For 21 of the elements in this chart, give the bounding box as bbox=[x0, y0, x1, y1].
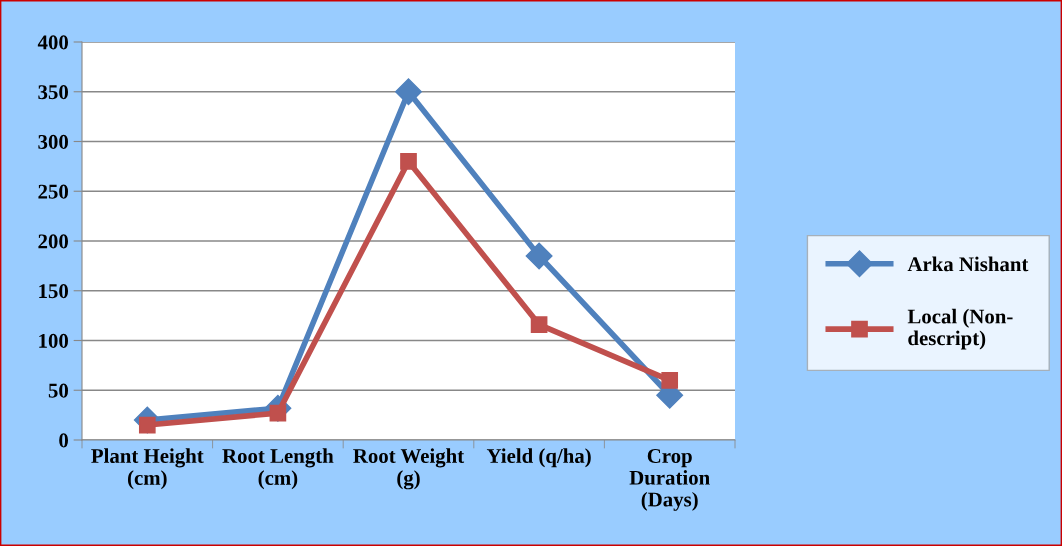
y-tick-label: 150 bbox=[39, 284, 69, 299]
point bbox=[661, 371, 679, 389]
y-tick-label: 50 bbox=[48, 383, 69, 398]
x-tick-label: Root Weight (g) bbox=[353, 448, 465, 490]
point bbox=[530, 316, 548, 333]
y-tick-label: 250 bbox=[38, 184, 69, 199]
x-tick-label: Root Length (cm) bbox=[222, 448, 334, 490]
y-tick-label: 200 bbox=[38, 234, 69, 249]
legend-label: Local (Non- descript) bbox=[907, 308, 1013, 350]
x-tick-label: Yield (q/ha) bbox=[486, 448, 591, 468]
x-tick-label: Plant Height (cm) bbox=[91, 448, 204, 490]
point bbox=[395, 78, 422, 106]
y-tick-label: 300 bbox=[38, 134, 69, 149]
y-tick-label: 350 bbox=[38, 85, 69, 100]
x-tick-label: Crop Duration (Days) bbox=[629, 448, 710, 511]
point bbox=[400, 153, 417, 170]
y-tick-label: 400 bbox=[37, 35, 69, 50]
y-tick-label: 100 bbox=[39, 333, 69, 348]
point bbox=[525, 242, 553, 270]
legend-label: Arka Nishant bbox=[907, 256, 1029, 272]
y-tick-label: 0 bbox=[59, 433, 69, 448]
